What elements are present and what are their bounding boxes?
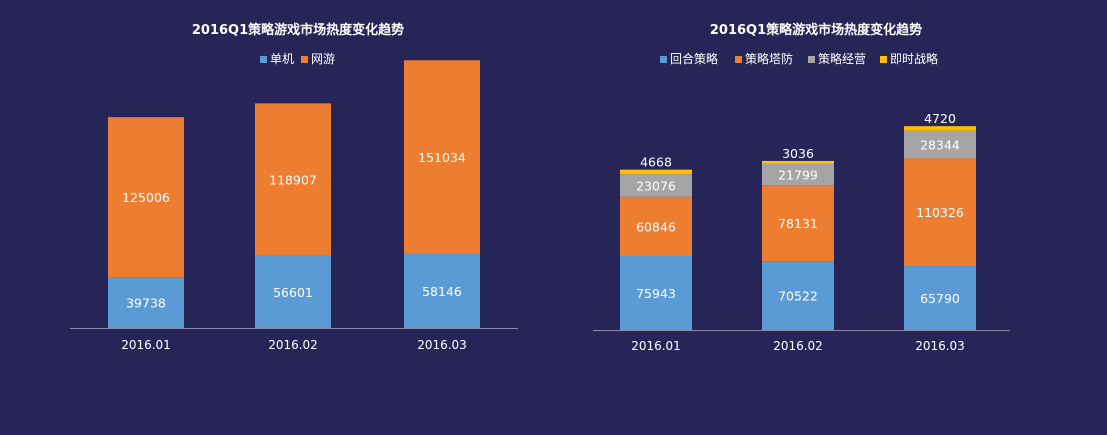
x-tick-label: 2016.02 [268, 338, 318, 352]
legend-swatch [735, 56, 742, 63]
chart-title: 2016Q1策略游戏市场热度变化趋势 [710, 22, 922, 38]
data-label: 65790 [920, 291, 960, 306]
bar-segment [762, 163, 834, 186]
data-label: 70522 [778, 289, 818, 304]
data-label: 75943 [636, 286, 676, 301]
bar-segment [904, 265, 976, 330]
data-label: 3036 [782, 146, 814, 161]
data-label: 125006 [122, 190, 170, 205]
chart-title: 2016Q1策略游戏市场热度变化趋势 [192, 22, 404, 38]
legend-item: 即时战略 [880, 51, 938, 66]
bar-segment [108, 117, 184, 278]
legend-item: 单机 [260, 52, 294, 66]
data-label: 110326 [916, 205, 964, 220]
data-label: 21799 [778, 168, 818, 183]
x-tick-label: 2016.01 [631, 339, 681, 353]
legend-swatch [880, 56, 887, 63]
data-label: 151034 [418, 150, 466, 165]
legend-item: 策略塔防 [735, 51, 793, 66]
legend-swatch [260, 56, 267, 63]
legend-swatch [660, 56, 667, 63]
bar-segment [904, 130, 976, 159]
x-tick-label: 2016.01 [121, 338, 171, 352]
legend-label: 单机 [270, 52, 294, 66]
bar-segment [620, 196, 692, 256]
data-label: 28344 [920, 138, 960, 153]
bar-segment [762, 185, 834, 262]
bar-segment [404, 60, 480, 254]
bar-segment [620, 174, 692, 197]
legend-label: 策略经营 [818, 51, 866, 66]
bar-segment [904, 158, 976, 266]
bar-segment [620, 256, 692, 330]
data-label: 23076 [636, 178, 676, 193]
legend-item: 策略经营 [808, 51, 866, 66]
legend-label: 即时战略 [890, 51, 938, 66]
data-label: 39738 [126, 296, 166, 311]
bar-segment [762, 160, 834, 164]
bar-segment [255, 103, 331, 256]
bar-segment [762, 261, 834, 330]
data-label: 58146 [422, 284, 462, 299]
bar-segment [904, 126, 976, 131]
data-label: 4668 [640, 155, 672, 170]
x-tick-label: 2016.02 [773, 339, 823, 353]
x-tick-label: 2016.03 [417, 338, 467, 352]
legend-swatch [301, 56, 308, 63]
bar-segment [404, 253, 480, 328]
data-label: 56601 [273, 285, 313, 300]
data-label: 78131 [778, 216, 818, 231]
legend-swatch [808, 56, 815, 63]
bar-segment [255, 255, 331, 328]
data-label: 118907 [269, 172, 317, 187]
data-label: 4720 [924, 111, 956, 126]
legend-label: 策略塔防 [745, 51, 793, 66]
data-label: 60846 [636, 219, 676, 234]
bar-segment [620, 169, 692, 175]
legend-item: 回合策略 [660, 51, 718, 66]
x-tick-label: 2016.03 [915, 339, 965, 353]
legend-label: 回合策略 [670, 51, 718, 66]
bar-segment [108, 277, 184, 328]
legend-label: 网游 [311, 52, 335, 66]
legend-item: 网游 [301, 52, 335, 66]
